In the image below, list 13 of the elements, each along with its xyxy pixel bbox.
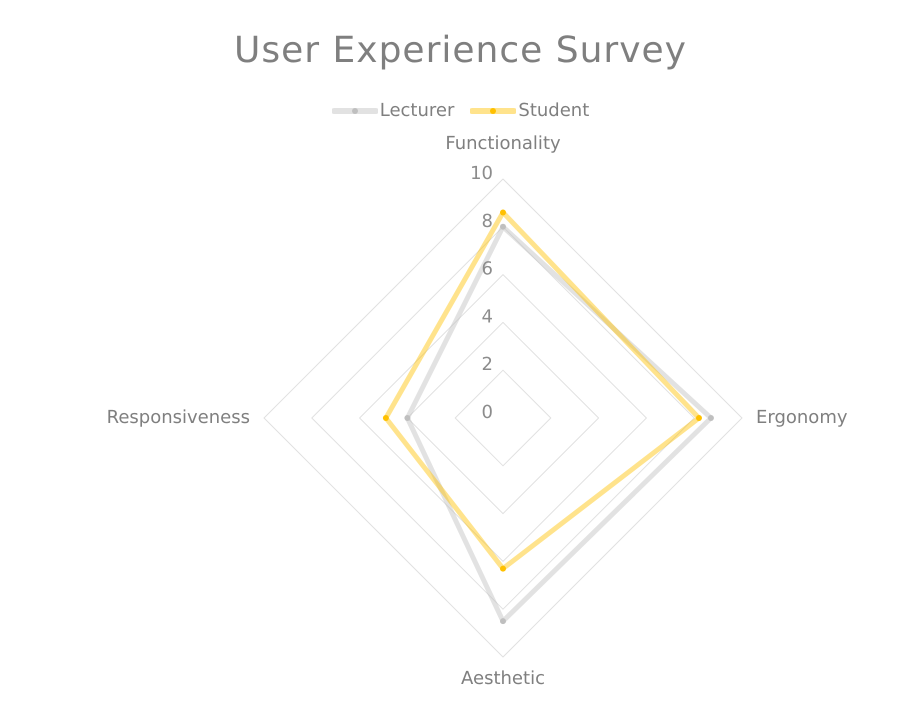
y-tick-label: 10 xyxy=(470,163,493,184)
spoke-label: Functionality xyxy=(445,133,561,154)
spoke-label: Aesthetic xyxy=(461,668,545,689)
y-tick-label: 8 xyxy=(482,210,493,232)
y-tick-label: 2 xyxy=(482,354,493,376)
legend-label: Student xyxy=(518,100,590,121)
spoke-label: Responsiveness xyxy=(106,406,250,428)
y-tick-label: 0 xyxy=(482,402,493,423)
legend-label: Lecturer xyxy=(380,100,454,121)
y-tick-label: 4 xyxy=(482,306,493,328)
y-tick-label: 6 xyxy=(482,258,493,280)
spoke-label: Ergonomy xyxy=(756,406,848,428)
chart-title: User Experience Survey xyxy=(233,30,688,71)
